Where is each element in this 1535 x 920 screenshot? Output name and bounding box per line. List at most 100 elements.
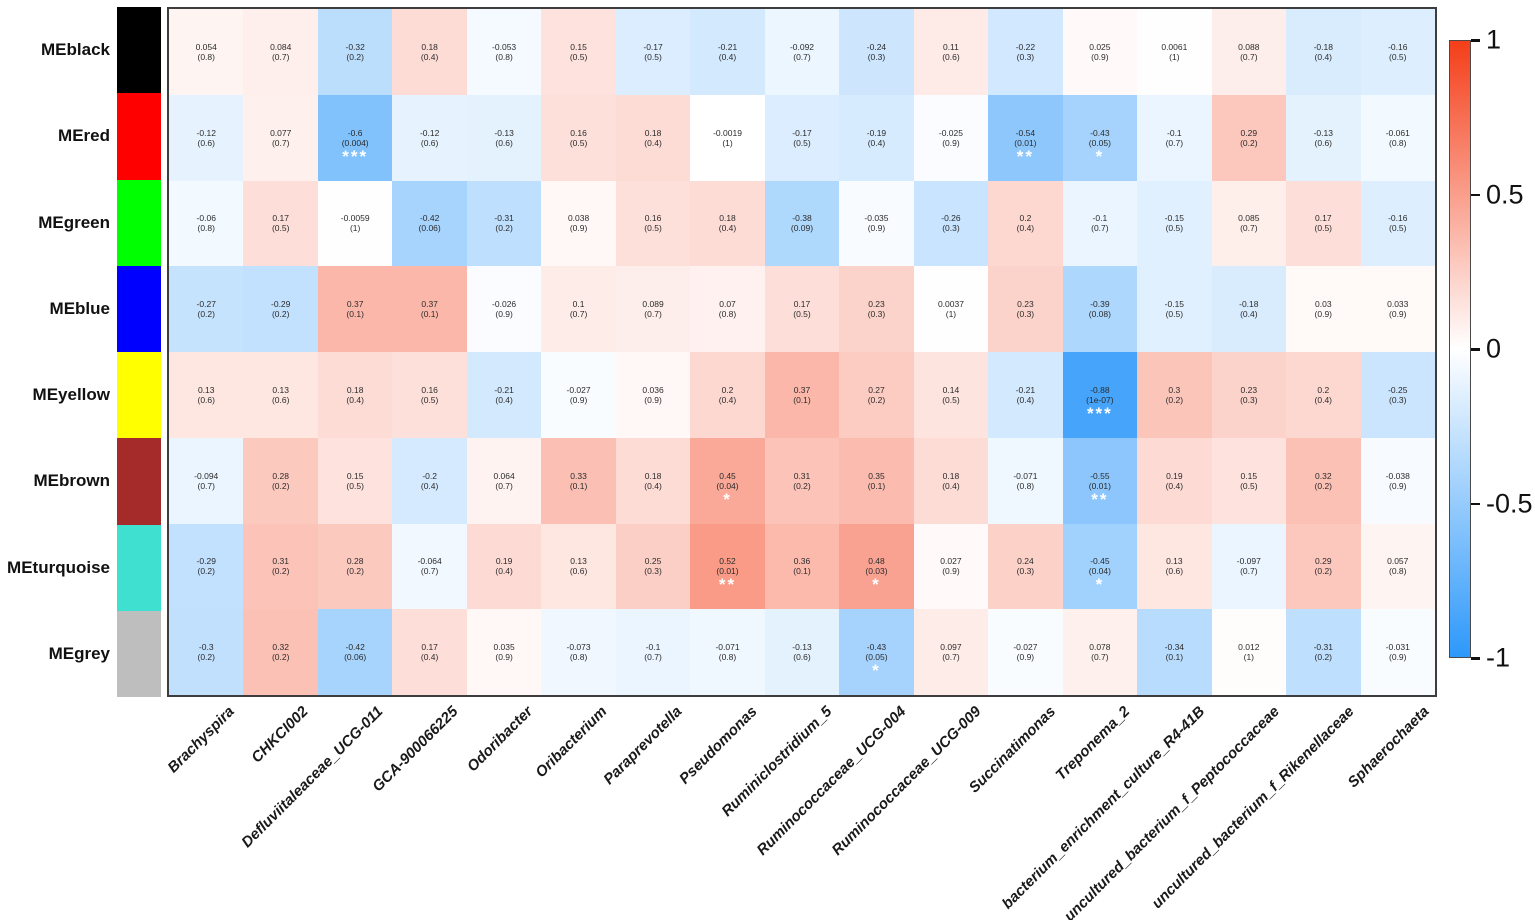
cell-p-value: (0.5): [1165, 309, 1184, 320]
heatmap-cell: -0.027 (0.9): [988, 609, 1063, 695]
heatmap-cell: 0.24 (0.3): [988, 523, 1063, 610]
significance-stars: *: [723, 489, 732, 509]
cell-correlation-value: 0.07: [719, 299, 736, 310]
cell-p-value: (0.3): [1389, 394, 1407, 405]
heatmap-cell: -0.13 (0.6): [764, 609, 840, 695]
heatmap-cell: -0.19 (0.4): [839, 94, 914, 181]
heatmap-cell: -0.06 (0.8): [169, 180, 244, 267]
cell-p-value: (1e-07): [1086, 394, 1114, 405]
cell-correlation-value: 0.036: [642, 384, 664, 395]
cell-correlation-value: 0.085: [1238, 213, 1260, 224]
heatmap-cell: -0.17 (0.5): [764, 94, 840, 181]
cell-p-value: (0.7): [271, 51, 290, 62]
heatmap-cell: -0.31 (0.2): [466, 180, 542, 267]
cell-p-value: (0.5): [569, 51, 588, 62]
heatmap-cell: 0.064 (0.7): [466, 437, 542, 524]
heatmap-cell: -0.18 (0.4): [1286, 9, 1361, 95]
cell-correlation-value: 0.097: [940, 642, 962, 653]
cell-p-value: (0.4): [644, 137, 662, 148]
cell-correlation-value: -0.34: [1164, 642, 1185, 653]
cell-correlation-value: 0.18: [644, 127, 662, 138]
heatmap-cell: 0.13 (0.6): [541, 523, 616, 610]
heatmap-cell: 0.089 (0.7): [615, 266, 691, 352]
heatmap-cell: -0.88 (1e-07) ***: [1062, 352, 1138, 438]
cell-p-value: (0.7): [793, 51, 811, 62]
cell-p-value: (0.8): [495, 51, 513, 62]
cell-correlation-value: -0.092: [789, 41, 815, 52]
heatmap-cell: 0.1 (0.7): [541, 266, 616, 352]
cell-correlation-value: 0.28: [272, 470, 289, 481]
cell-correlation-value: -0.053: [492, 41, 517, 52]
cell-p-value: (0.2): [867, 394, 886, 405]
cell-correlation-value: -0.19: [866, 127, 887, 138]
cell-correlation-value: -0.13: [792, 642, 812, 653]
cell-p-value: (0.1): [867, 480, 886, 491]
cell-correlation-value: -0.061: [1385, 127, 1410, 138]
heatmap-cell: 0.07 (0.8): [690, 266, 765, 352]
cell-p-value: (1): [945, 309, 957, 320]
cell-p-value: (0.4): [1016, 223, 1035, 234]
heatmap-cell: -0.45 (0.04) *: [1062, 523, 1138, 610]
cell-correlation-value: 0.25: [644, 556, 662, 567]
column-label-Defluviitaleaceae_UCG-011: Defluviitaleaceae_UCG-011: [238, 703, 387, 852]
row-label-MEblue: MEblue: [49, 298, 110, 318]
cell-p-value: (0.5): [1314, 223, 1333, 234]
cell-correlation-value: 0.48: [868, 556, 885, 567]
row-label-MEyellow: MEyellow: [32, 385, 110, 405]
heatmap-cell: -0.29 (0.2): [243, 266, 318, 352]
cell-p-value: (0.5): [793, 137, 811, 148]
cell-p-value: (0.4): [420, 480, 439, 491]
cell-p-value: (0.4): [1314, 394, 1333, 405]
cell-p-value: (0.6): [1314, 137, 1333, 148]
cell-correlation-value: 0.52: [719, 556, 736, 567]
cell-correlation-value: 0.035: [493, 642, 515, 653]
cell-p-value: (0.2): [197, 652, 215, 663]
column-label-Sphaerochaeta: Sphaerochaeta: [1344, 703, 1433, 792]
heatmap-cell: -0.43 (0.05) *: [839, 609, 914, 695]
cell-p-value: (0.2): [346, 51, 364, 62]
cell-p-value: (0.7): [1240, 566, 1258, 577]
heatmap-cell: 0.29 (0.2): [1286, 523, 1361, 610]
cell-p-value: (0.9): [942, 137, 960, 148]
heatmap-cell: -0.39 (0.08): [1062, 266, 1138, 352]
cell-p-value: (1): [1243, 652, 1254, 663]
cell-p-value: (0.1): [569, 480, 588, 491]
cell-correlation-value: -0.0059: [340, 213, 370, 224]
cell-correlation-value: 0.13: [272, 384, 289, 395]
cell-p-value: (0.7): [644, 652, 662, 663]
cell-p-value: (0.2): [1240, 137, 1258, 148]
cell-correlation-value: 0.19: [495, 556, 513, 567]
heatmap-cell: 0.23 (0.3): [988, 266, 1063, 352]
row-label-MEturquoise: MEturquoise: [7, 557, 110, 577]
cell-correlation-value: 0.27: [868, 384, 885, 395]
cell-correlation-value: 0.35: [868, 470, 885, 481]
cell-correlation-value: -0.038: [1385, 470, 1410, 481]
cell-p-value: (0.9): [495, 309, 513, 320]
row-label-MEred: MEred: [58, 126, 110, 146]
heatmap-cell: -0.55 (0.01) **: [1062, 437, 1138, 524]
cell-correlation-value: 0.13: [570, 556, 587, 567]
heatmap-cell: 0.13 (0.6): [169, 352, 244, 438]
cell-p-value: (0.2): [197, 309, 215, 320]
heatmap-cell: -0.071 (0.8): [690, 609, 765, 695]
cell-correlation-value: 0.29: [1315, 556, 1332, 567]
cell-correlation-value: -0.1: [1092, 213, 1108, 224]
cell-correlation-value: -0.025: [938, 127, 963, 138]
heatmap-cell: 0.15 (0.5): [541, 9, 616, 95]
module-color-swatch-MEred: [117, 93, 161, 180]
cell-p-value: (0.2): [793, 480, 811, 491]
cell-correlation-value: 0.16: [570, 127, 587, 138]
cell-correlation-value: 0.2: [1019, 213, 1032, 224]
cell-correlation-value: 0.15: [570, 41, 587, 52]
cell-correlation-value: 0.17: [421, 642, 438, 653]
heatmap-cell: 0.012 (1): [1211, 609, 1287, 695]
heatmap-cell: -0.31 (0.2): [1286, 609, 1361, 695]
column-label-Brachyspira: Brachyspira: [163, 703, 238, 777]
heatmap-cell: -0.18 (0.4): [1211, 266, 1287, 352]
cell-correlation-value: 0.24: [1017, 556, 1034, 567]
heatmap-cell: 0.17 (0.5): [243, 180, 318, 267]
cell-p-value: (0.3): [942, 223, 960, 234]
heatmap-cell: 0.057 (0.8): [1360, 523, 1435, 610]
cell-p-value: (0.2): [197, 566, 215, 577]
heatmap-cell: 0.0061 (1): [1137, 9, 1212, 95]
